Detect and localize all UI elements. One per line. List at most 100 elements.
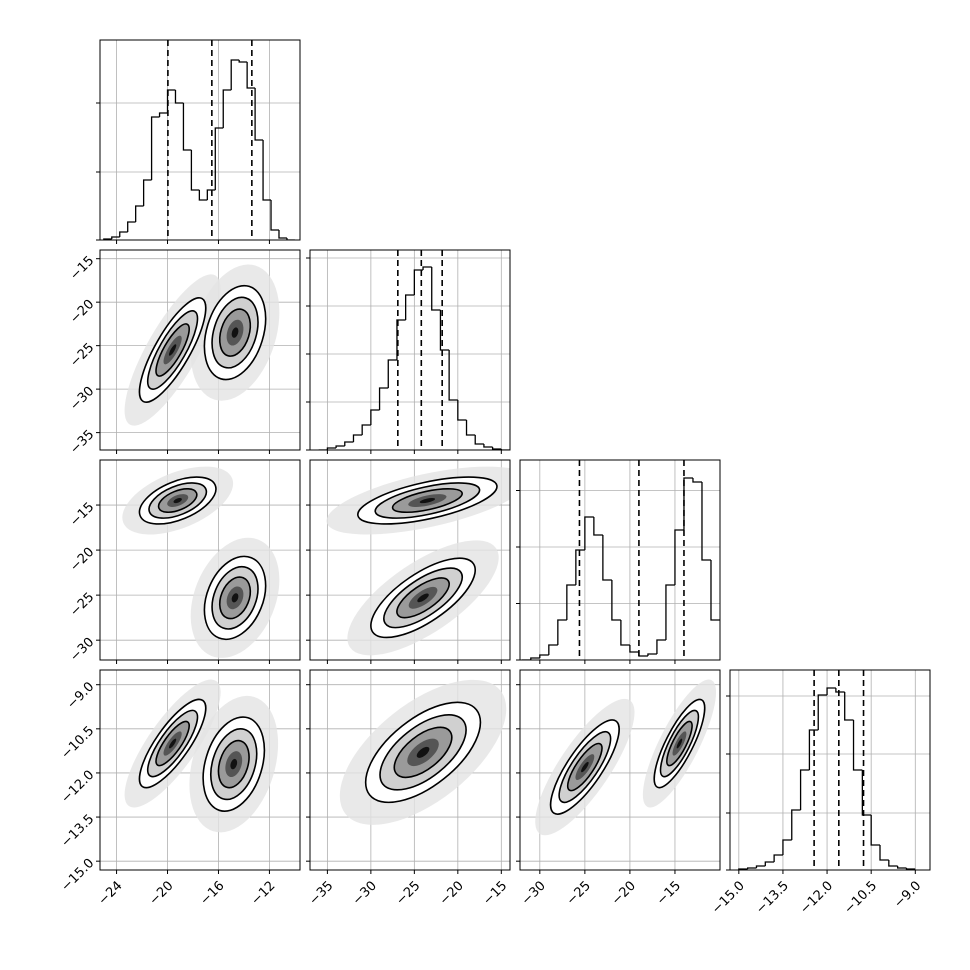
histogram-bin xyxy=(782,839,792,855)
panel xyxy=(310,250,510,450)
y-tick-label: −12.0 xyxy=(59,768,98,807)
x-tick-label: −20 xyxy=(147,878,177,908)
panel xyxy=(100,40,300,240)
panel-frame xyxy=(519,459,721,661)
y-tick-label: −15 xyxy=(67,253,97,283)
panel xyxy=(100,670,300,870)
y-tick-label: −13.5 xyxy=(59,812,98,851)
histogram-bin xyxy=(483,444,493,448)
x-tick-label: −12 xyxy=(248,878,278,908)
histogram-bin xyxy=(602,535,612,581)
histogram-bin xyxy=(548,644,558,655)
histogram-bin xyxy=(190,150,200,191)
histogram-bin xyxy=(119,231,128,237)
histogram-bin xyxy=(182,103,192,151)
histogram-bin xyxy=(870,815,880,846)
y-tick-label: −10.5 xyxy=(59,724,98,763)
histogram-bin xyxy=(755,865,766,868)
histogram-bin xyxy=(286,238,295,240)
density-contour xyxy=(168,738,177,749)
histogram-bin xyxy=(566,584,576,620)
histogram-bin xyxy=(665,584,675,640)
panel-frame xyxy=(99,249,301,451)
histogram-bin xyxy=(844,692,854,721)
x-tick-label: −13.5 xyxy=(753,878,792,917)
histogram-bin xyxy=(817,694,828,730)
y-tick-label: −25 xyxy=(67,590,97,620)
histogram-bin xyxy=(246,62,256,89)
histogram-bin xyxy=(405,294,415,320)
panel xyxy=(520,670,720,870)
x-tick-label: −20 xyxy=(437,878,467,908)
y-tick-label: −9.0 xyxy=(64,679,97,712)
panel-frame xyxy=(309,669,511,871)
histogram-bin xyxy=(835,688,845,693)
histogram-bin xyxy=(593,517,603,536)
histogram-bin xyxy=(127,221,136,232)
panel-frame xyxy=(309,459,511,661)
x-tick-label: −15.0 xyxy=(709,878,748,917)
histogram-bin xyxy=(852,720,863,771)
panel-frame xyxy=(729,669,931,871)
histogram-bin xyxy=(278,230,287,239)
x-tick-label: −15 xyxy=(654,878,684,908)
x-tick-label: −15 xyxy=(480,878,510,908)
histogram-bin xyxy=(465,420,476,436)
panel xyxy=(100,250,300,450)
histogram-bin xyxy=(396,319,406,360)
y-tick-label: −35 xyxy=(67,427,97,457)
histogram-bin xyxy=(378,387,389,410)
histogram-bin xyxy=(431,267,441,311)
histogram-bin xyxy=(530,657,540,660)
histogram-bin xyxy=(584,516,594,550)
panel-frame xyxy=(519,669,721,871)
histogram-bin xyxy=(166,89,176,113)
histogram-bin xyxy=(638,652,648,657)
histogram-bin xyxy=(352,434,363,442)
histogram-bin xyxy=(335,445,345,448)
y-tick-label: −15.0 xyxy=(59,856,98,895)
histogram-bin xyxy=(439,310,450,351)
y-tick-label: −20 xyxy=(67,297,97,327)
histogram-bin xyxy=(656,639,666,654)
histogram-bin xyxy=(326,447,337,450)
histogram-bin xyxy=(500,449,510,450)
histogram-bin xyxy=(764,861,775,866)
histogram-bin xyxy=(111,236,120,239)
histogram-bin xyxy=(413,269,424,295)
histogram-bin xyxy=(262,140,272,201)
density-contour xyxy=(231,327,239,338)
histogram-bin xyxy=(474,435,484,445)
histogram-bin xyxy=(896,866,907,869)
panel-frame xyxy=(99,459,301,661)
histogram-bin xyxy=(808,729,819,770)
panel xyxy=(730,670,930,870)
histogram-bin xyxy=(174,90,184,104)
density-contour xyxy=(230,758,238,770)
panel xyxy=(520,460,720,660)
histogram-bin xyxy=(158,112,168,117)
histogram-bin xyxy=(575,549,585,585)
panel-frame xyxy=(309,249,511,451)
histogram-bin xyxy=(861,770,872,816)
histogram-bin xyxy=(557,619,567,645)
histogram-bin xyxy=(214,127,224,190)
panel-frame xyxy=(99,39,301,241)
histogram-bin xyxy=(799,769,810,810)
histogram-bin xyxy=(629,645,639,653)
histogram-bin xyxy=(710,560,720,621)
x-tick-label: −12.0 xyxy=(797,878,836,917)
x-tick-label: −16 xyxy=(198,878,228,908)
histogram-bin xyxy=(701,482,711,561)
x-tick-label: −25 xyxy=(393,878,423,908)
density-contour xyxy=(416,746,430,758)
histogram-bin xyxy=(142,179,152,206)
histogram-bin xyxy=(826,687,836,695)
histogram-bin xyxy=(135,205,144,222)
y-tick-label: −15 xyxy=(67,500,97,530)
histogram-bin xyxy=(422,266,432,270)
histogram-bin xyxy=(361,424,371,435)
histogram-bin xyxy=(370,409,380,425)
histogram-bin xyxy=(150,116,160,180)
